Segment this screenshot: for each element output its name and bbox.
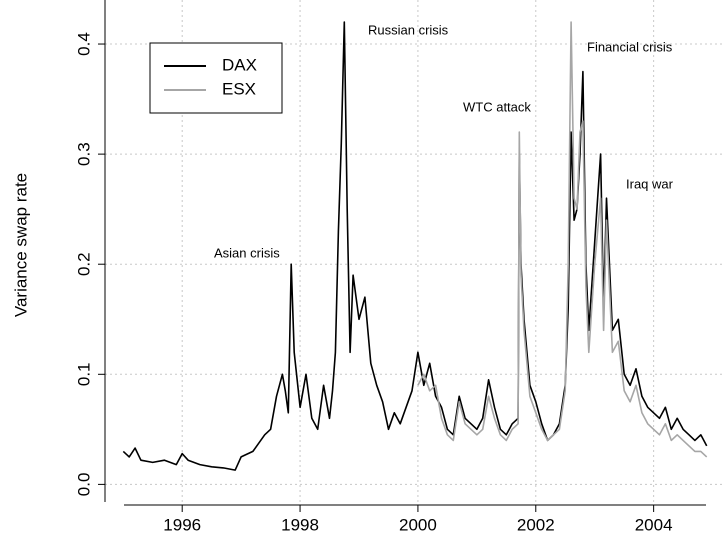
- x-tick-label: 1998: [281, 515, 319, 534]
- y-tick-label: 0.2: [74, 252, 93, 276]
- annotation: Asian crisis: [214, 245, 280, 260]
- annotation: Russian crisis: [368, 22, 449, 37]
- x-tick-label: 2000: [399, 515, 437, 534]
- y-tick-label: 0.4: [74, 32, 93, 56]
- legend-box: [149, 42, 283, 114]
- annotation: Iraq war: [626, 176, 674, 191]
- series-line: [417, 21, 708, 458]
- y-tick-label: 0.1: [74, 362, 93, 386]
- y-axis-label: Variance swap rate: [11, 173, 30, 317]
- annotation: WTC attack: [463, 99, 531, 114]
- annotation: Financial crisis: [587, 39, 673, 54]
- legend-label: ESX: [222, 79, 256, 98]
- x-tick-label: 2002: [517, 515, 555, 534]
- series-line: [122, 21, 708, 471]
- legend-label: DAX: [222, 55, 257, 74]
- y-tick-label: 0.3: [74, 142, 93, 166]
- x-tick-label: 2004: [635, 515, 673, 534]
- x-tick-label: 1996: [163, 515, 201, 534]
- y-tick-label: 0.0: [74, 473, 93, 497]
